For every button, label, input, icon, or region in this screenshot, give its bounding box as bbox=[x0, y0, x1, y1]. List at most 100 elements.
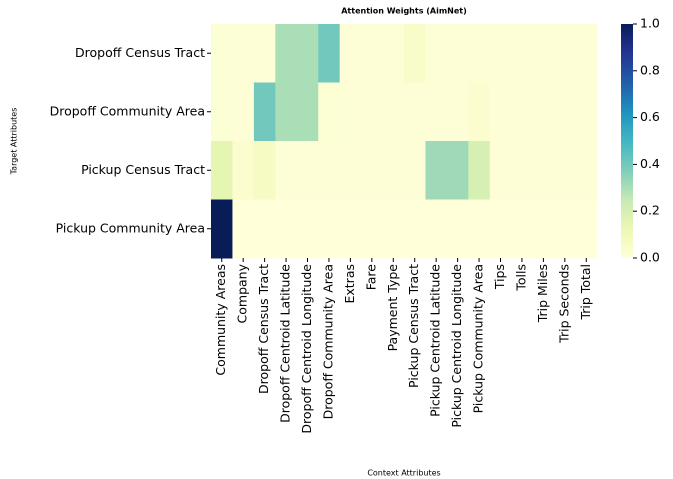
x-tick-label: Trip Seconds bbox=[556, 264, 571, 344]
heatmap-cell bbox=[275, 199, 298, 259]
heatmap-cell bbox=[554, 141, 577, 200]
heatmap-cell bbox=[489, 141, 512, 200]
heatmap-cell bbox=[575, 24, 598, 83]
heatmap-cell bbox=[468, 24, 491, 83]
heatmap-cell bbox=[468, 82, 491, 142]
x-tick-label: Dropoff Community Area bbox=[320, 264, 335, 419]
heatmap-cell bbox=[211, 199, 233, 259]
x-tick-label: Extras bbox=[342, 264, 357, 304]
colorbar-tick-label: 0.8 bbox=[640, 62, 660, 77]
x-tick-label: Pickup Centroid Longitude bbox=[449, 264, 464, 428]
colorbar-tick-label: 0.4 bbox=[640, 156, 660, 171]
chart-title: Attention Weights (AimNet) bbox=[341, 7, 467, 16]
heatmap-cell bbox=[404, 24, 426, 83]
x-tick-label: Tolls bbox=[513, 264, 528, 292]
heatmap-cell bbox=[404, 141, 426, 200]
heatmap-cell bbox=[318, 24, 341, 83]
heatmap-cell bbox=[532, 82, 555, 142]
heatmap-cell bbox=[425, 24, 448, 83]
x-tick-label: Fare bbox=[363, 264, 378, 291]
colorbar bbox=[621, 24, 633, 258]
colorbar-tick-label: 1.0 bbox=[640, 16, 660, 31]
heatmap-cell bbox=[446, 141, 469, 200]
y-tick-label: Dropoff Census Tract bbox=[75, 45, 205, 60]
heatmap-cell bbox=[253, 24, 276, 83]
heatmap-cell bbox=[382, 199, 405, 259]
y-axis-label: Target Attributes bbox=[10, 108, 19, 176]
heatmap-cell bbox=[425, 82, 448, 142]
heatmap-cell bbox=[361, 141, 384, 200]
x-tick-label: Company bbox=[235, 263, 250, 323]
heatmap-cell bbox=[339, 199, 362, 259]
heatmap-cell bbox=[296, 82, 319, 142]
x-axis-label: Context Attributes bbox=[367, 469, 440, 478]
heatmap-cell bbox=[404, 82, 426, 142]
heatmap-cell bbox=[275, 82, 298, 142]
heatmap-cell bbox=[232, 199, 255, 259]
heatmap-cell bbox=[382, 141, 405, 200]
heatmap-cell bbox=[296, 24, 319, 83]
heatmap-cell bbox=[511, 199, 534, 259]
heatmap-cell bbox=[275, 24, 298, 83]
heatmap-cell bbox=[339, 82, 362, 142]
heatmap-cell bbox=[232, 141, 255, 200]
x-tick-label: Pickup Census Tract bbox=[406, 264, 421, 388]
heatmap-cell bbox=[554, 199, 577, 259]
heatmap-cell bbox=[532, 141, 555, 200]
heatmap-cell bbox=[425, 199, 448, 259]
heatmap-cell bbox=[382, 24, 405, 83]
colorbar-tick-label: 0.0 bbox=[640, 250, 660, 265]
heatmap-cell bbox=[253, 82, 276, 142]
heatmap-cell bbox=[446, 199, 469, 259]
heatmap-cell bbox=[468, 141, 491, 200]
heatmap-cell bbox=[489, 82, 512, 142]
heatmap-cell bbox=[554, 82, 577, 142]
y-tick-label: Dropoff Community Area bbox=[50, 103, 205, 118]
heatmap-cell bbox=[511, 141, 534, 200]
heatmap-cell bbox=[404, 199, 426, 259]
x-tick-label: Trip Total bbox=[578, 264, 593, 321]
heatmap-cell bbox=[253, 199, 276, 259]
x-tick-label: Trip Miles bbox=[535, 264, 550, 323]
heatmap-cell bbox=[232, 24, 255, 83]
heatmap-cell bbox=[275, 141, 298, 200]
heatmap-cell bbox=[211, 82, 233, 142]
x-tick-label: Payment Type bbox=[385, 264, 400, 352]
x-tick-label: Community Areas bbox=[213, 264, 228, 376]
y-tick-label: Pickup Community Area bbox=[56, 220, 205, 235]
heatmap-cell bbox=[446, 24, 469, 83]
colorbar-tick-label: 0.6 bbox=[640, 109, 660, 124]
heatmap-cell bbox=[211, 141, 233, 200]
heatmap-cell bbox=[446, 82, 469, 142]
heatmap-cell bbox=[511, 24, 534, 83]
x-tick-label: Dropoff Census Tract bbox=[256, 264, 271, 394]
heatmap-cell bbox=[253, 141, 276, 200]
heatmap-cell bbox=[554, 24, 577, 83]
heatmap-cell bbox=[489, 199, 512, 259]
heatmap-cell bbox=[532, 24, 555, 83]
x-tick-label: Tips bbox=[492, 264, 507, 290]
x-tick-label: Dropoff Centroid Latitude bbox=[278, 264, 293, 423]
heatmap-cell bbox=[361, 24, 384, 83]
x-tick-label: Dropoff Centroid Longitude bbox=[299, 264, 314, 434]
heatmap-cell bbox=[575, 82, 598, 142]
heatmap-cell bbox=[468, 199, 491, 259]
heatmap-cell bbox=[532, 199, 555, 259]
heatmap-cell bbox=[318, 82, 341, 142]
x-tick-label: Pickup Centroid Latitude bbox=[428, 264, 443, 417]
heatmap-cell bbox=[361, 199, 384, 259]
heatmap-cell bbox=[318, 199, 341, 259]
heatmap-cell bbox=[339, 141, 362, 200]
heatmap-cell bbox=[575, 199, 598, 259]
x-tick-label: Pickup Community Area bbox=[471, 264, 486, 413]
heatmap-cell bbox=[339, 24, 362, 83]
heatmap-cell bbox=[425, 141, 448, 200]
heatmap-cell bbox=[232, 82, 255, 142]
heatmap-cell bbox=[296, 141, 319, 200]
y-tick-label: Pickup Census Tract bbox=[81, 162, 205, 177]
colorbar-tick-label: 0.2 bbox=[640, 203, 660, 218]
heatmap-cell bbox=[211, 24, 233, 83]
heatmap-cell bbox=[511, 82, 534, 142]
heatmap-cell bbox=[296, 199, 319, 259]
